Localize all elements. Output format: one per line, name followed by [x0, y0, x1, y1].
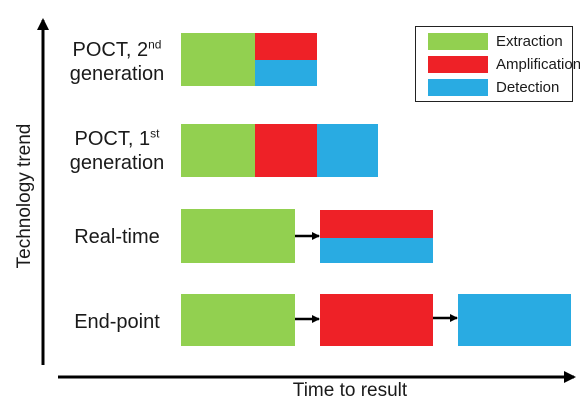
row-label-realtime: Real-time [74, 226, 160, 248]
legend-label: Amplification [496, 55, 580, 73]
endpoint-extraction-block [181, 294, 295, 346]
legend-swatch-extraction [428, 32, 488, 50]
realtime-extraction-block [181, 209, 295, 263]
endpoint-detection-block [458, 294, 571, 346]
legend-swatch-amplification [428, 55, 488, 73]
row-label-poct2: POCT, 2nd generation [69, 37, 165, 85]
legend-label: Extraction [496, 32, 563, 50]
legend-label: Detection [496, 78, 560, 96]
legend-item-detection: Detection [428, 78, 559, 96]
legend-item-amplification: Amplification [428, 55, 580, 73]
poct2-extraction-block [181, 33, 255, 86]
poct2-amplification-block [255, 33, 317, 60]
poct2-detection-block [255, 60, 317, 86]
y-axis-label: Technology trend [14, 123, 35, 269]
legend: Extraction Amplification Detection [415, 26, 580, 102]
row-label-poct1: POCT, 1st generation [69, 126, 165, 174]
poct1-detection-block [317, 124, 378, 177]
poct1-amplification-block [255, 124, 317, 177]
x-axis-label: Time to result [292, 380, 408, 401]
endpoint-amplification-block [320, 294, 433, 346]
legend-swatch-detection [428, 78, 488, 96]
row-label-endpoint: End-point [74, 311, 160, 333]
realtime-amplification-block [320, 210, 433, 238]
legend-item-extraction: Extraction [428, 32, 563, 50]
realtime-detection-block [320, 238, 433, 263]
poct1-extraction-block [181, 124, 255, 177]
